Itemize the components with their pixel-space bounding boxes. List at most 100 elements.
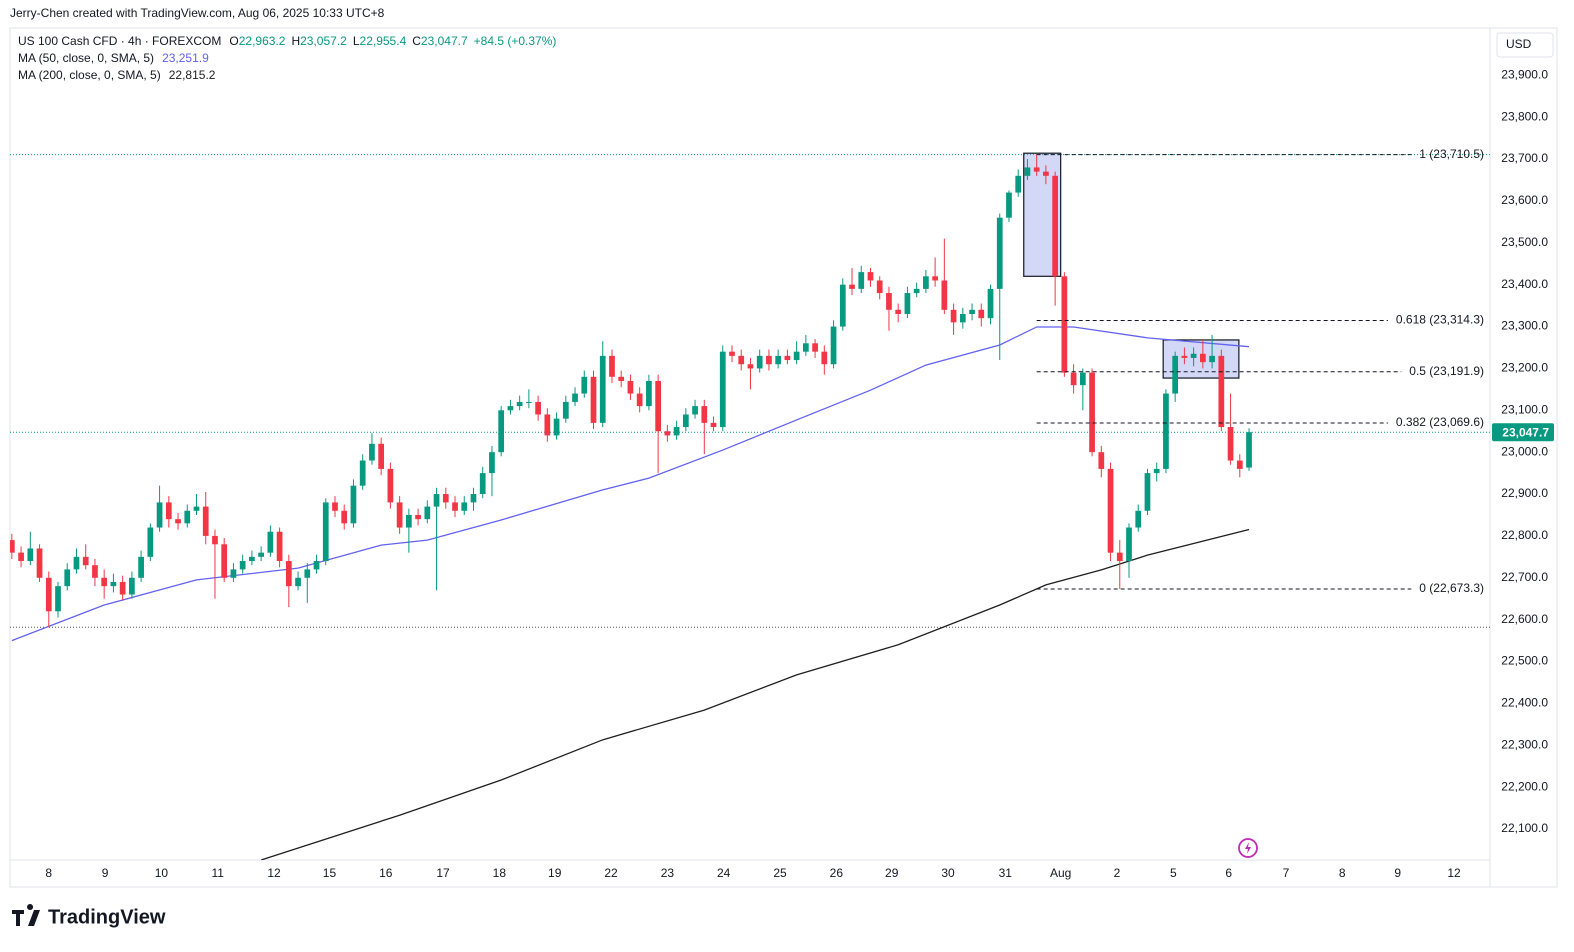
candle-body — [969, 309, 975, 314]
candle-body — [655, 380, 661, 432]
candle-body — [756, 355, 763, 369]
candle-body — [1061, 276, 1068, 373]
candle-body — [1236, 460, 1243, 469]
candle-body — [775, 355, 782, 365]
candle-body — [738, 355, 745, 365]
legend-value: 23,047.7 — [421, 34, 468, 48]
candle-body — [147, 527, 154, 557]
candle-body — [350, 485, 357, 524]
candle-body — [923, 276, 929, 289]
candle-body — [18, 552, 24, 562]
x-tick-label: 17 — [436, 866, 450, 880]
candle-body — [433, 494, 440, 507]
candle-body — [895, 309, 902, 314]
candle-body — [978, 309, 985, 319]
x-tick-label: 7 — [1283, 866, 1290, 880]
candle-body — [415, 514, 421, 520]
x-tick-label: 11 — [212, 866, 225, 880]
candle-body — [719, 351, 726, 428]
candle-body — [553, 418, 560, 436]
currency[interactable]: USD — [1506, 37, 1532, 51]
candle-body — [646, 380, 652, 407]
candle-body — [766, 355, 772, 365]
alert-icon[interactable] — [1238, 838, 1258, 858]
candle-body — [1153, 468, 1160, 474]
candle-body — [590, 376, 597, 423]
currency-box[interactable] — [1496, 32, 1554, 58]
candle-body — [913, 288, 920, 294]
candle-body — [175, 519, 181, 524]
candle-body — [876, 280, 883, 294]
candle-body — [849, 284, 855, 289]
candle-body — [886, 293, 892, 310]
x-tick-label: 22 — [604, 866, 618, 880]
x-tick-label: 29 — [885, 866, 899, 880]
fib-label: 0.5 (23,191.9) — [1409, 364, 1484, 378]
candle-body — [858, 272, 865, 289]
x-tick-label: 5 — [1170, 866, 1177, 880]
candle-body — [867, 272, 874, 281]
candle-body — [904, 293, 911, 314]
candle-body — [701, 406, 708, 423]
candle-body — [129, 577, 135, 595]
credit: Jerry-Chen created with TradingView.com,… — [10, 6, 385, 20]
candle-body — [950, 309, 957, 323]
x-tick-label: 16 — [379, 866, 393, 880]
candle-body — [1135, 510, 1142, 528]
last-price-tag — [1492, 423, 1554, 442]
candle-body — [1116, 552, 1123, 562]
y-tick-label: 22,800.0 — [1501, 528, 1548, 542]
candle-body — [101, 577, 108, 587]
candle-body — [1200, 353, 1206, 363]
legend-value: 22,963.2 — [239, 34, 286, 48]
candle-body — [996, 217, 1003, 289]
candle-body — [959, 313, 966, 323]
x-tick-label: 15 — [323, 866, 337, 880]
candle-body — [387, 468, 394, 503]
y-tick-label: 23,200.0 — [1501, 361, 1548, 375]
candle-body — [1079, 372, 1086, 386]
candle-body — [673, 427, 680, 436]
candle-body — [1006, 192, 1012, 218]
candle-body — [405, 514, 412, 528]
y-tick-label: 23,900.0 — [1501, 67, 1548, 81]
candle-body — [507, 406, 514, 411]
candle-body — [341, 510, 348, 524]
candle-body — [369, 443, 375, 461]
candle-body — [941, 280, 948, 310]
x-tick-label: 12 — [267, 866, 281, 880]
x-tick-label: 12 — [1447, 866, 1461, 880]
candle-body — [747, 364, 754, 369]
candle-body — [1015, 175, 1022, 193]
candle-body — [1033, 167, 1040, 172]
y-tick-label: 23,700.0 — [1501, 151, 1548, 165]
candle-body — [27, 548, 34, 562]
candle-body — [1172, 355, 1179, 394]
candle-body — [378, 443, 385, 469]
candle-body — [64, 569, 71, 587]
y-tick-label: 22,100.0 — [1501, 821, 1548, 835]
candle-body — [119, 581, 126, 595]
x-tick-label: 8 — [45, 866, 52, 880]
candle-body — [682, 414, 689, 428]
candle-body — [479, 473, 486, 495]
candle-body — [516, 401, 523, 407]
legend-change: +84.5 (+0.37%) — [474, 34, 557, 48]
candle-body — [258, 552, 264, 557]
candle-body — [424, 506, 431, 520]
y-tick-label: 23,300.0 — [1501, 319, 1548, 333]
legend-key: H — [291, 34, 300, 48]
candle-body — [784, 355, 791, 361]
y-tick-label: 23,800.0 — [1501, 109, 1548, 123]
candle-body — [609, 355, 615, 377]
candle-body — [562, 401, 569, 419]
candle-body — [1163, 393, 1169, 469]
moving-average — [260, 528, 1250, 860]
candle-body — [544, 414, 551, 436]
candle-body — [156, 502, 163, 528]
legend-key: C — [412, 34, 421, 48]
candle-body — [572, 393, 578, 402]
candle-body — [535, 401, 541, 415]
candle-body — [839, 284, 846, 327]
candle-body — [230, 569, 237, 578]
